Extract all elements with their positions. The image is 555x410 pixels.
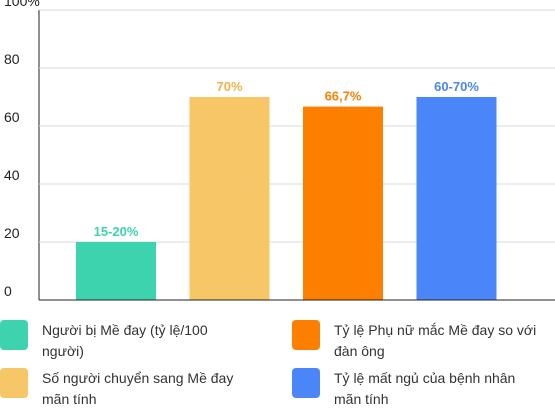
legend-swatch xyxy=(292,368,320,398)
y-tick-label: 20 xyxy=(4,225,20,241)
y-tick-label: 0 xyxy=(4,283,12,299)
legend-item-urticaria-rate: Người bị Mề đay (tỷ lệ/100 người) xyxy=(0,320,208,362)
y-tick-label: 40 xyxy=(4,167,20,183)
bar-1 xyxy=(76,242,156,300)
bar-4 xyxy=(416,97,497,300)
legend-label: Số người chuyển sang Mề đay mãn tính xyxy=(42,370,234,407)
legend-swatch xyxy=(0,368,28,398)
bar-value-label: 66,7% xyxy=(325,89,362,104)
y-axis-ticks: 0 20 40 60 80 100% xyxy=(4,0,40,299)
value-labels: 15-20% 70% 66,7% 60-70% xyxy=(94,79,480,239)
y-tick-label: 60 xyxy=(4,109,20,125)
bar-value-label: 15-20% xyxy=(94,224,139,239)
legend-item-insomnia-rate: Tỷ lệ mất ngủ của bệnh nhân mãn tính xyxy=(292,368,515,410)
legend-label: Tỷ lệ Phụ nữ mắc Mề đay so với đàn ông xyxy=(334,322,537,359)
legend: Người bị Mề đay (tỷ lệ/100 người) Tỷ lệ … xyxy=(0,318,555,408)
y-tick-label: 100% xyxy=(4,0,40,9)
bar-2 xyxy=(189,97,270,300)
bar-value-label: 60-70% xyxy=(434,79,479,94)
legend-label: Tỷ lệ mất ngủ của bệnh nhân mãn tính xyxy=(334,370,516,407)
bar-chart: 0 20 40 60 80 100% 15-20% 70% 66,7% 60-70% xyxy=(4,0,555,301)
legend-item-women-vs-men: Tỷ lệ Phụ nữ mắc Mề đay so với đàn ông xyxy=(292,320,536,362)
bars xyxy=(76,97,497,300)
bar-value-label: 70% xyxy=(216,79,242,94)
legend-label: Người bị Mề đay (tỷ lệ/100 người) xyxy=(42,322,208,359)
legend-item-chronic-transition: Số người chuyển sang Mề đay mãn tính xyxy=(0,368,233,410)
bar-3 xyxy=(303,106,383,300)
legend-swatch xyxy=(292,320,320,350)
legend-swatch xyxy=(0,320,28,350)
y-tick-label: 80 xyxy=(4,51,20,67)
